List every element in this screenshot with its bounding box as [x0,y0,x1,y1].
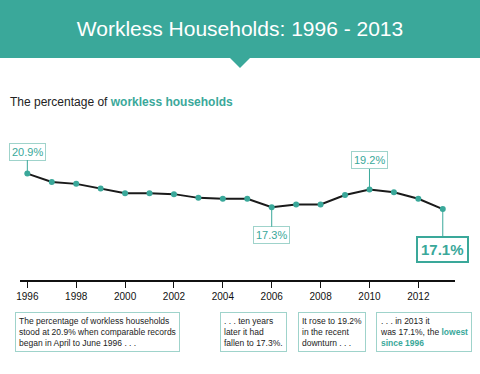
svg-text:1996: 1996 [16,291,39,302]
svg-text:2004: 2004 [212,291,235,302]
svg-text:19.2%: 19.2% [354,154,385,166]
svg-text:17.3%: 17.3% [256,229,287,241]
svg-text:2008: 2008 [309,291,332,302]
svg-text:The percentage of workless hou: The percentage of workless householdssto… [19,316,176,348]
svg-text:2002: 2002 [163,291,186,302]
svg-text:It rose to 19.2%in the recentd: It rose to 19.2%in the recentdownturn . … [302,316,362,348]
svg-text:1998: 1998 [65,291,88,302]
svg-text:17.1%: 17.1% [421,241,464,258]
svg-text:. . . in 2013 itwas 17.1%, the: . . . in 2013 itwas 17.1%, the lowestsin… [380,316,468,348]
svg-text:2000: 2000 [114,291,137,302]
svg-text:2006: 2006 [261,291,284,302]
svg-text:2012: 2012 [407,291,430,302]
html-text:The percentage of workless hou: The percentage of workless households [10,95,233,109]
svg-text:20.9%: 20.9% [12,146,43,158]
svg-text:. . . ten yearslater it hadfal: . . . ten yearslater it hadfallen to 17.… [224,316,283,348]
svg-text:2010: 2010 [358,291,381,302]
html-text:Workless Households: 1996 - 20: Workless Households: 1996 - 2013 [76,17,404,40]
